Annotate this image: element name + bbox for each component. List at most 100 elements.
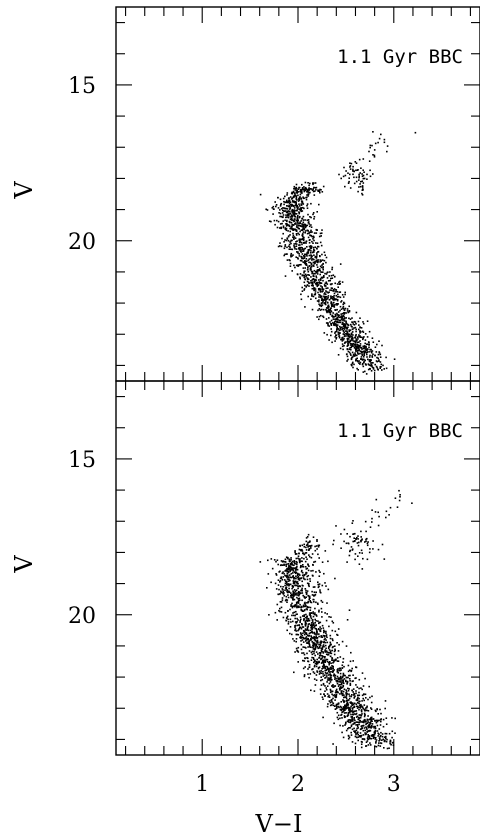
star-point	[337, 678, 340, 680]
star-point	[305, 240, 308, 242]
star-point	[305, 639, 307, 641]
star-point	[318, 279, 320, 281]
star-point	[332, 665, 334, 668]
star-point	[345, 704, 348, 706]
star-point	[345, 341, 347, 343]
star-point	[322, 266, 324, 268]
star-point	[289, 246, 291, 248]
star-point	[368, 722, 370, 724]
star-point	[318, 609, 320, 612]
star-point	[335, 693, 338, 696]
star-point	[374, 738, 376, 740]
star-point	[360, 539, 362, 542]
star-point	[327, 322, 329, 324]
star-point	[291, 602, 293, 605]
star-point	[308, 585, 310, 588]
star-point	[300, 249, 302, 251]
star-point	[298, 552, 300, 555]
star-point	[355, 703, 358, 705]
star-point	[287, 213, 289, 215]
star-point	[346, 533, 348, 535]
star-point	[306, 251, 308, 254]
star-point	[286, 211, 289, 214]
star-point	[294, 621, 297, 623]
star-point	[338, 333, 340, 335]
star-point	[297, 619, 299, 621]
star-point	[376, 719, 378, 722]
star-point	[306, 194, 308, 196]
star-point	[328, 645, 331, 647]
star-point	[365, 373, 368, 375]
star-point	[368, 551, 371, 554]
star-point	[325, 282, 328, 284]
star-point	[290, 604, 292, 606]
star-point	[335, 289, 337, 291]
star-point	[291, 270, 293, 272]
star-point	[340, 300, 343, 302]
star-point	[314, 638, 316, 640]
star-point	[350, 346, 353, 349]
star-point	[312, 182, 315, 184]
x-tick-label: 1	[195, 772, 209, 797]
star-point	[359, 335, 361, 337]
star-point	[323, 251, 326, 254]
star-point	[305, 552, 308, 554]
star-point	[350, 725, 353, 728]
star-point	[295, 610, 297, 613]
star-point	[282, 576, 285, 578]
star-point	[334, 320, 337, 322]
star-point	[292, 228, 295, 230]
star-point	[368, 351, 370, 353]
star-point	[291, 248, 294, 251]
star-point	[304, 260, 306, 262]
star-point	[386, 150, 388, 153]
star-point	[319, 232, 322, 235]
star-point	[356, 724, 359, 726]
star-point	[296, 240, 298, 242]
star-point	[320, 235, 322, 237]
star-point	[303, 226, 305, 229]
star-point	[296, 205, 298, 207]
star-point	[313, 658, 315, 660]
star-point	[342, 680, 344, 683]
star-point	[299, 247, 302, 249]
star-point	[318, 622, 320, 625]
star-point	[352, 660, 354, 662]
star-point	[359, 714, 362, 716]
star-point	[312, 188, 314, 190]
star-point	[316, 252, 318, 254]
star-point	[361, 351, 363, 353]
star-point	[313, 272, 315, 275]
star-point	[300, 627, 303, 630]
star-point	[330, 324, 333, 326]
star-point	[283, 592, 285, 594]
star-point	[330, 679, 332, 681]
star-point	[313, 561, 315, 563]
star-point	[342, 708, 344, 710]
star-point	[292, 593, 294, 596]
star-point	[336, 283, 339, 285]
star-point	[309, 616, 312, 618]
star-point	[286, 208, 289, 210]
star-point	[308, 664, 311, 666]
star-point	[279, 601, 282, 603]
star-point	[352, 540, 354, 543]
star-point	[318, 315, 321, 318]
star-point	[330, 302, 332, 305]
star-point	[355, 180, 358, 183]
star-point	[364, 710, 366, 712]
star-point	[297, 232, 299, 235]
star-point	[361, 358, 364, 361]
star-point	[336, 291, 339, 293]
star-point	[290, 192, 293, 195]
star-point	[334, 336, 336, 338]
star-point	[329, 644, 332, 646]
star-point	[346, 332, 348, 334]
star-point	[364, 520, 367, 523]
star-point	[308, 274, 311, 276]
star-point	[303, 288, 306, 290]
star-point	[328, 677, 330, 680]
star-point	[357, 338, 359, 340]
star-point	[281, 579, 284, 581]
star-point	[356, 359, 359, 362]
